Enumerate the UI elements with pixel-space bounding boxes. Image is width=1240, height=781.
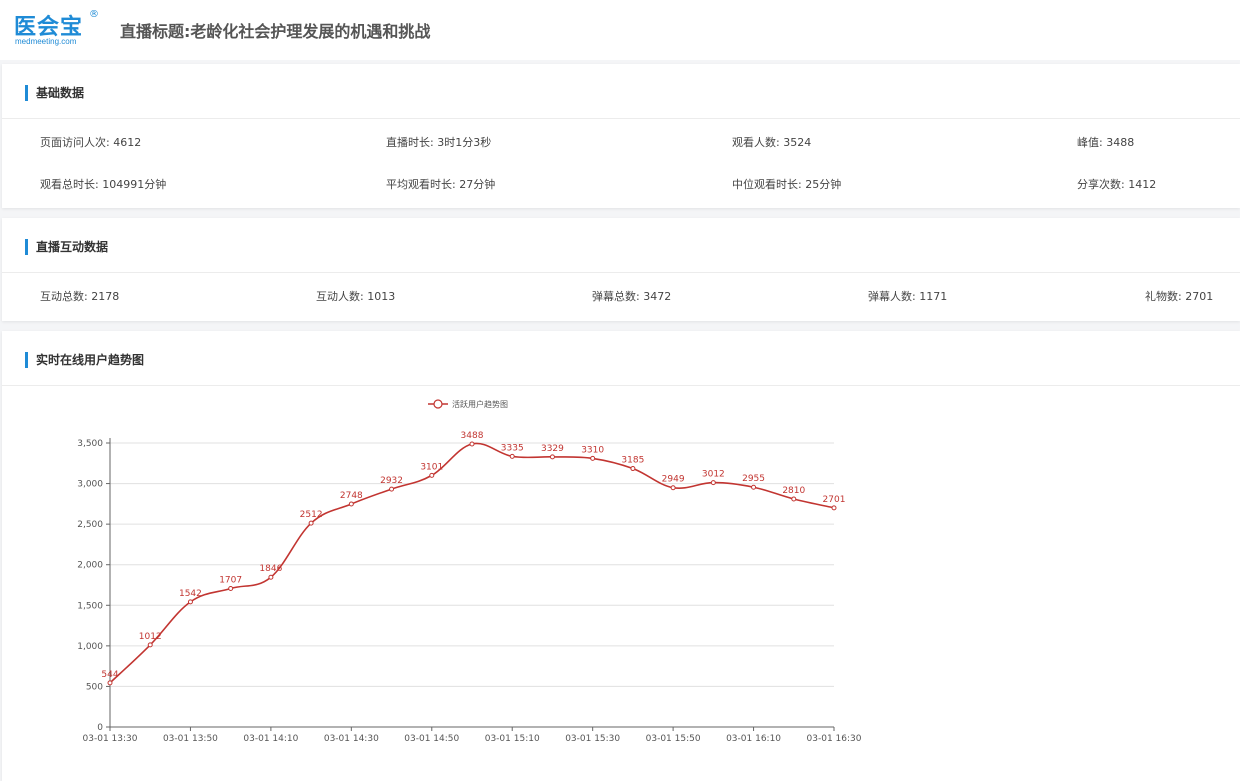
- stat-viewers: 观看人数: 3524: [732, 136, 812, 149]
- data-label: 1542: [179, 589, 202, 599]
- x-tick-label: 03-01 15:30: [565, 734, 620, 744]
- y-tick-label: 3,000: [77, 480, 103, 490]
- section-title: 直播互动数据: [36, 240, 109, 254]
- data-point: [630, 466, 636, 472]
- data-label: 2810: [782, 486, 805, 496]
- data-point: [107, 680, 113, 686]
- stat-interacting-users: 互动人数: 1013: [316, 290, 396, 303]
- data-point: [228, 585, 234, 591]
- data-label: 544: [101, 670, 118, 680]
- data-point: [670, 485, 676, 491]
- y-tick-label: 0: [97, 723, 103, 733]
- y-tick-label: 3,500: [77, 439, 103, 449]
- data-label: 3185: [621, 456, 644, 466]
- data-label: 1846: [259, 564, 282, 574]
- data-label: 3488: [461, 431, 484, 441]
- interaction-data-card: 直播互动数据 互动总数: 2178 互动人数: 1013 弹幕总数: 3472 …: [2, 218, 1240, 321]
- card-header: 直播互动数据: [2, 218, 1240, 273]
- data-point: [509, 453, 515, 459]
- data-label: 2955: [742, 474, 765, 484]
- data-label: 2748: [340, 491, 363, 501]
- x-axis: 03-01 13:30 03-01 13:50 03-01 14:10 03-01 1…: [83, 726, 862, 744]
- data-point: [389, 486, 395, 492]
- registered-mark: ®: [89, 9, 99, 20]
- online-users-line-chart: 活跃用户趋势图 0 500 1,000 1,500 2,000 2,500 3,000 3,5…: [77, 399, 862, 744]
- data-label: 1707: [219, 575, 242, 585]
- data-label: 3329: [541, 444, 564, 454]
- x-tick-label: 03-01 14:30: [324, 734, 379, 744]
- card-header: 基础数据: [2, 64, 1240, 119]
- data-point: [429, 472, 435, 478]
- section-title: 实时在线用户趋势图: [36, 353, 145, 367]
- data-label: 3310: [581, 445, 604, 455]
- section-marker: [25, 85, 28, 101]
- y-tick-label: 1,500: [77, 601, 103, 611]
- y-tick-label: 2,000: [77, 561, 103, 571]
- x-tick-label: 03-01 15:10: [485, 734, 540, 744]
- stat-danmaku-users: 弹幕人数: 1171: [868, 290, 948, 303]
- x-tick-label: 03-01 16:10: [726, 734, 781, 744]
- data-point: [590, 455, 596, 461]
- section-marker: [25, 239, 28, 255]
- chart-grid: [110, 442, 834, 687]
- data-point: [751, 484, 757, 490]
- page-title: 直播标题:老龄化社会护理发展的机遇和挑战: [120, 22, 431, 41]
- stat-median-watch-time: 中位观看时长: 25分钟: [732, 178, 842, 191]
- data-point: [308, 520, 314, 526]
- legend-marker: [433, 399, 443, 409]
- x-tick-label: 03-01 13:30: [83, 734, 138, 744]
- stat-gifts: 礼物数: 2701: [1145, 290, 1214, 303]
- stat-danmaku-total: 弹幕总数: 3472: [592, 290, 672, 303]
- logo-domain: medmeeting.com: [15, 37, 77, 46]
- x-tick-label: 03-01 16:30: [807, 734, 862, 744]
- legend-label: 活跃用户趋势图: [452, 399, 508, 409]
- chart-legend[interactable]: 活跃用户趋势图: [428, 399, 508, 409]
- data-point: [469, 441, 475, 447]
- stat-live-duration: 直播时长: 3时1分3秒: [386, 136, 492, 149]
- logo-text: 医会宝: [14, 15, 84, 40]
- data-label: 2701: [823, 495, 846, 505]
- stat-interactions: 互动总数: 2178: [40, 290, 120, 303]
- data-label: 3012: [702, 470, 725, 480]
- stat-total-watch-time: 观看总时长: 104991分钟: [40, 178, 167, 191]
- data-label: 1012: [139, 632, 162, 642]
- stat-avg-watch-time: 平均观看时长: 27分钟: [386, 178, 496, 191]
- data-point: [348, 501, 354, 507]
- section-title: 基础数据: [36, 86, 85, 100]
- series-points: [107, 441, 837, 686]
- basic-data-card: 基础数据 页面访问人次: 4612 直播时长: 3时1分3秒 观看人数: 352…: [2, 64, 1240, 208]
- data-point: [710, 480, 716, 486]
- header: 医会宝 ® medmeeting.com 直播标题:老龄化社会护理发展的机遇和挑…: [0, 0, 1240, 60]
- card-header: 实时在线用户趋势图: [2, 331, 1240, 386]
- data-point: [268, 574, 274, 580]
- x-tick-label: 03-01 15:50: [646, 734, 701, 744]
- series-line: [109, 442, 835, 684]
- trend-chart-card: 实时在线用户趋势图 活跃用户趋势图 0 500 1,000 1,500 2,000 2,5…: [2, 331, 1240, 781]
- logo[interactable]: 医会宝 ® medmeeting.com: [14, 9, 104, 49]
- x-tick-label: 03-01 13:50: [163, 734, 218, 744]
- stat-page-views: 页面访问人次: 4612: [40, 136, 142, 149]
- stat-shares: 分享次数: 1412: [1077, 178, 1157, 191]
- y-tick-label: 1,000: [77, 642, 103, 652]
- data-label: 2932: [380, 476, 403, 486]
- section-marker: [25, 352, 28, 368]
- data-point: [187, 599, 193, 605]
- data-label: 2512: [300, 510, 323, 520]
- data-label: 3335: [501, 443, 524, 453]
- data-point: [549, 454, 555, 460]
- x-tick-label: 03-01 14:50: [404, 734, 459, 744]
- y-axis: 0 500 1,000 1,500 2,000 2,500 3,000 3,500: [77, 438, 111, 733]
- x-tick-label: 03-01 14:10: [243, 734, 298, 744]
- data-label: 2949: [662, 475, 685, 485]
- data-label: 3101: [420, 462, 443, 472]
- data-point: [791, 496, 797, 502]
- stat-peak: 峰值: 3488: [1077, 136, 1135, 149]
- y-tick-label: 500: [86, 682, 103, 692]
- y-tick-label: 2,500: [77, 520, 103, 530]
- data-point: [831, 505, 837, 511]
- data-point: [147, 642, 153, 648]
- data-labels: 544 1012 1542 1707 1846 2512 2748 2932 3101 3488 3…: [101, 431, 845, 680]
